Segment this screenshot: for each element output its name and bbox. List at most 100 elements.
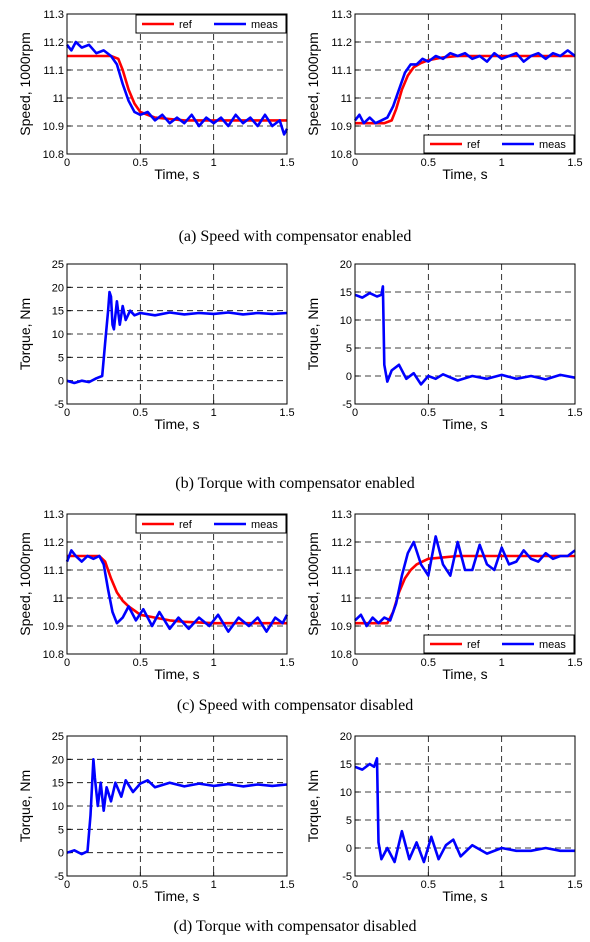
x-tick-label: 0 <box>352 157 358 169</box>
x-tick-label: 0 <box>64 657 70 669</box>
y-tick-label: 10 <box>52 329 64 341</box>
x-tick-label: 1.5 <box>567 879 582 891</box>
series-line-meas <box>354 285 576 386</box>
x-tick-label: 0.5 <box>421 879 436 891</box>
series-line-ref <box>67 54 287 122</box>
y-tick-label: 20 <box>52 754 64 766</box>
y-tick-label: 25 <box>52 259 64 271</box>
series-line-meas <box>65 40 289 136</box>
y-tick-label: 11.3 <box>331 9 352 21</box>
y-tick-label: 25 <box>52 731 64 743</box>
x-axis-label: Time, s <box>154 416 199 432</box>
y-axis-label: Speed, 1000rpm <box>305 532 321 636</box>
y-tick-label: -5 <box>54 871 64 883</box>
x-tick-label: 0 <box>64 157 70 169</box>
y-axis-label: Speed, 1000rpm <box>305 32 321 136</box>
legend-label-meas: meas <box>251 19 278 31</box>
y-tick-label: 0 <box>58 848 64 860</box>
x-axis-label: Time, s <box>154 888 199 904</box>
y-tick-label: 10 <box>52 801 64 813</box>
x-tick-label: 1.5 <box>567 657 582 669</box>
plot-frame <box>354 263 576 405</box>
legend-label-meas: meas <box>539 139 566 151</box>
y-tick-label: 10.8 <box>331 649 352 661</box>
x-tick-label: 1.5 <box>279 879 294 891</box>
series-line-meas <box>354 757 575 864</box>
x-tick-label: 0 <box>64 879 70 891</box>
y-tick-label: 11.3 <box>331 509 352 521</box>
legend: ref meas <box>135 14 287 34</box>
legend-label-ref: ref <box>179 19 193 31</box>
y-tick-label: 15 <box>340 287 352 299</box>
x-tick-label: 1 <box>211 657 217 669</box>
caption-b: (b) Torque with compensator enabled <box>175 475 415 492</box>
y-axis-label: Speed, 1000rpm <box>17 32 33 136</box>
x-tick-label: 0.5 <box>133 879 148 891</box>
x-tick-label: 1.5 <box>279 657 294 669</box>
x-tick-label: 1 <box>499 879 505 891</box>
y-tick-label: 11.3 <box>43 509 64 521</box>
plot-frame <box>66 513 288 655</box>
x-axis-label: Time, s <box>442 166 487 182</box>
chart-c-right: 10.8 10.9 11 11.1 11.2 11.3 0 0.5 1 1.5 Time, s Spe… <box>305 509 583 682</box>
y-tick-label: 10.9 <box>331 621 352 633</box>
legend-box <box>135 514 287 534</box>
y-axis-label: Speed, 1000rpm <box>17 532 33 636</box>
series-line-meas <box>354 535 576 628</box>
legend: ref meas <box>135 514 287 534</box>
x-axis-label: Time, s <box>442 888 487 904</box>
y-tick-label: 5 <box>58 352 64 364</box>
y-axis-label: Torque, Nm <box>305 770 321 842</box>
x-axis-label: Time, s <box>154 666 199 682</box>
x-tick-label: 1 <box>499 657 505 669</box>
y-tick-label: -5 <box>54 399 64 411</box>
x-tick-label: 1.5 <box>279 157 294 169</box>
y-tick-label: 11.2 <box>43 537 64 549</box>
series-line-meas <box>66 757 288 856</box>
legend-label-meas: meas <box>251 519 278 531</box>
y-axis-label: Torque, Nm <box>305 298 321 370</box>
x-axis-label: Time, s <box>154 166 199 182</box>
x-tick-label: 0.5 <box>133 657 148 669</box>
y-tick-label: 15 <box>52 306 64 318</box>
y-tick-label: 5 <box>346 343 352 355</box>
legend: ref meas <box>423 134 575 154</box>
y-tick-label: 10.9 <box>43 121 64 133</box>
y-tick-label: 0 <box>346 843 352 855</box>
y-tick-label: 5 <box>58 824 64 836</box>
x-tick-label: 1 <box>499 157 505 169</box>
series-line-ref <box>67 554 287 625</box>
legend-box <box>423 134 575 154</box>
x-tick-label: 0.5 <box>421 407 436 419</box>
chart-c-left: 10.8 10.9 11 11.1 11.2 11.3 0 0.5 1 1.5 Time, s Spe… <box>17 509 295 682</box>
y-tick-label: 11.2 <box>331 537 352 549</box>
x-tick-label: 1 <box>211 879 217 891</box>
y-tick-label: 11 <box>53 593 64 605</box>
legend-label-meas: meas <box>539 639 566 651</box>
y-tick-label: 11.1 <box>331 65 352 77</box>
legend-label-ref: ref <box>467 139 481 151</box>
caption-d: (d) Torque with compensator disabled <box>173 918 417 935</box>
x-tick-label: 1 <box>211 407 217 419</box>
y-tick-label: 10.9 <box>43 621 64 633</box>
y-tick-label: 11 <box>53 93 64 105</box>
y-tick-label: -5 <box>342 871 352 883</box>
x-tick-label: 0.5 <box>133 157 148 169</box>
y-tick-label: 10.8 <box>43 649 64 661</box>
y-tick-label: 11 <box>341 93 352 105</box>
x-tick-label: 1.5 <box>567 407 582 419</box>
x-tick-label: 0 <box>352 407 358 419</box>
x-tick-label: 0.5 <box>421 657 436 669</box>
plot-frame <box>354 513 576 655</box>
x-tick-label: 1.5 <box>279 407 294 419</box>
y-tick-label: 11.1 <box>43 565 64 577</box>
y-tick-label: 11 <box>341 593 352 605</box>
y-tick-label: 15 <box>52 778 64 790</box>
y-tick-label: 0 <box>58 376 64 388</box>
plot-frame <box>66 13 288 155</box>
x-tick-label: 1.5 <box>567 157 582 169</box>
